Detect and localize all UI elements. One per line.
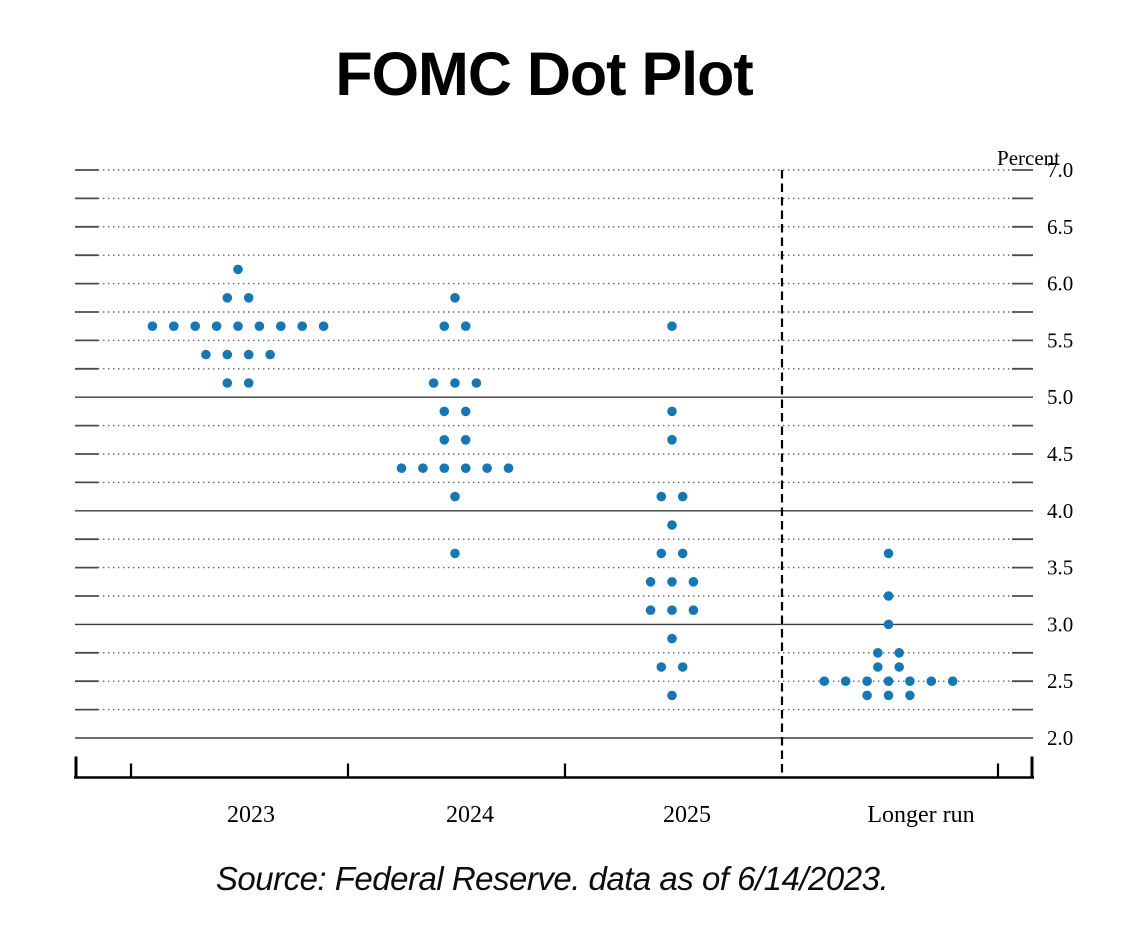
dot xyxy=(883,619,894,630)
dot xyxy=(318,321,329,332)
dot xyxy=(905,676,915,686)
y-axis-tick-label: 5.0 xyxy=(1047,385,1073,409)
dot xyxy=(243,349,254,360)
dot xyxy=(460,463,471,474)
y-axis-tick-label: 5.5 xyxy=(1047,328,1073,352)
dot xyxy=(297,321,308,332)
dot xyxy=(233,264,243,275)
dot xyxy=(190,321,200,332)
dot xyxy=(894,648,904,658)
dot xyxy=(265,349,275,360)
dot xyxy=(819,676,830,686)
dot xyxy=(883,690,894,701)
dot xyxy=(667,406,677,417)
x-axis-category-label: 2023 xyxy=(227,802,275,828)
dot xyxy=(276,321,286,332)
dot xyxy=(471,378,482,388)
dot xyxy=(947,676,958,686)
y-axis-tick-label: 4.0 xyxy=(1047,499,1073,523)
x-axis-category-label: 2024 xyxy=(446,802,494,828)
dot xyxy=(450,293,460,303)
dot xyxy=(169,321,179,332)
dot xyxy=(905,690,915,701)
dot xyxy=(645,577,656,587)
dot xyxy=(233,321,243,332)
dot xyxy=(201,349,211,360)
dot xyxy=(656,491,667,502)
y-axis-tick-label: 2.0 xyxy=(1047,726,1073,750)
dot xyxy=(211,321,222,332)
y-axis-tick-label: 7.0 xyxy=(1047,158,1073,182)
dot xyxy=(667,577,677,587)
chart-title: FOMC Dot Plot xyxy=(335,40,753,108)
dot xyxy=(667,520,677,530)
dot xyxy=(840,676,851,686)
dot xyxy=(243,378,254,388)
y-axis-tick-label: 3.5 xyxy=(1047,556,1073,580)
dot xyxy=(147,321,158,332)
dot xyxy=(439,463,450,474)
dot xyxy=(656,548,667,559)
dot xyxy=(883,591,894,601)
source-note: Source: Federal Reserve. data as of 6/14… xyxy=(215,860,889,897)
dot xyxy=(873,648,883,658)
dot xyxy=(460,321,471,332)
dot xyxy=(926,676,937,686)
dot xyxy=(873,662,883,672)
dot xyxy=(396,463,407,474)
dot xyxy=(439,406,450,417)
dot xyxy=(883,676,894,686)
dot xyxy=(645,605,656,615)
dot xyxy=(460,435,471,445)
dot xyxy=(222,293,233,303)
dot xyxy=(450,491,460,502)
dot xyxy=(862,690,872,701)
y-axis-unit-label: Percent xyxy=(997,146,1060,170)
dot xyxy=(439,321,450,332)
y-axis-tick-label: 3.0 xyxy=(1047,612,1073,636)
dot xyxy=(222,349,233,360)
y-axis-tick-label: 6.5 xyxy=(1047,215,1073,239)
y-axis-tick-label: 2.5 xyxy=(1047,669,1073,693)
dot xyxy=(428,378,439,388)
dot xyxy=(460,406,471,417)
dot xyxy=(667,690,677,701)
dot xyxy=(688,605,699,615)
dot xyxy=(667,435,677,445)
dot xyxy=(883,548,894,559)
dot xyxy=(656,662,667,672)
dot xyxy=(862,676,872,686)
dot xyxy=(254,321,265,332)
dot xyxy=(450,378,460,388)
dot xyxy=(667,633,677,644)
dot xyxy=(222,378,233,388)
dot xyxy=(482,463,492,474)
x-axis-category-label: 2025 xyxy=(663,802,711,828)
dot xyxy=(667,321,677,332)
dot xyxy=(677,548,688,559)
dot xyxy=(667,605,677,615)
dot xyxy=(688,577,699,587)
x-axis-category-label: Longer run xyxy=(867,802,974,828)
dot xyxy=(243,293,254,303)
dot xyxy=(418,463,428,474)
dot xyxy=(677,491,688,502)
dot xyxy=(894,662,904,672)
dot xyxy=(677,662,688,672)
dot xyxy=(503,463,514,474)
y-axis-tick-label: 6.0 xyxy=(1047,272,1073,296)
y-axis-tick-label: 4.5 xyxy=(1047,442,1073,466)
dot xyxy=(439,435,450,445)
dot xyxy=(450,548,460,559)
